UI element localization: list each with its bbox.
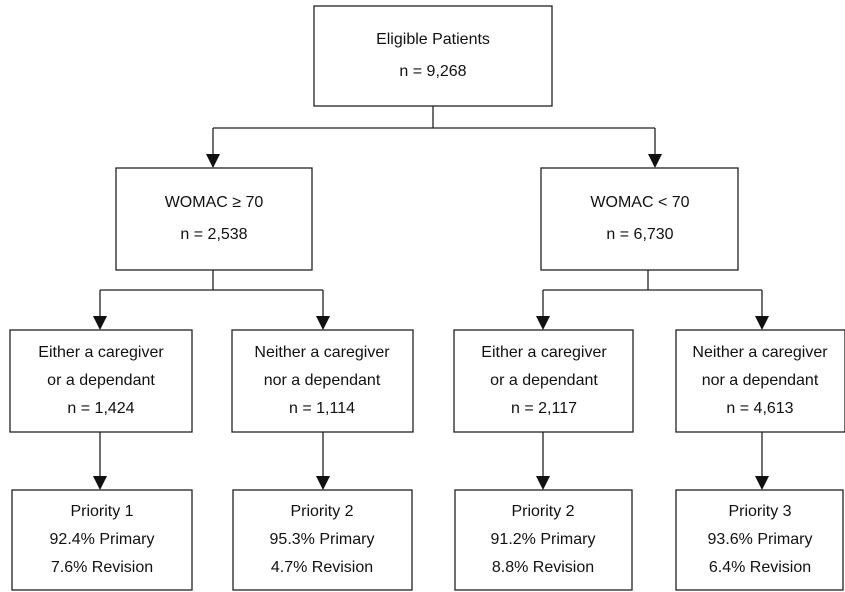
node-box — [540, 167, 739, 271]
arrowhead — [206, 154, 220, 168]
node-box — [675, 489, 844, 591]
node-label: Priority 1 — [70, 503, 133, 520]
node-box — [115, 167, 313, 271]
node-label: Neither a caregiver — [254, 344, 390, 361]
node-box — [453, 329, 634, 433]
arrowhead — [755, 316, 769, 330]
arrowhead — [755, 476, 769, 490]
arrowhead — [316, 476, 330, 490]
node-label: 6.4% Revision — [709, 559, 811, 576]
node-label: or a dependant — [490, 372, 598, 389]
connector — [212, 106, 656, 156]
node-label: 95.3% Primary — [270, 531, 375, 548]
connectors — [93, 106, 769, 490]
node-label: n = 1,114 — [289, 400, 355, 417]
node-label: Either a caregiver — [481, 344, 607, 361]
node-label: n = 1,424 — [67, 400, 134, 417]
node-label: n = 6,730 — [606, 226, 673, 243]
node-label: Priority 3 — [728, 503, 791, 520]
connector — [99, 270, 324, 318]
node-label: Either a caregiver — [38, 344, 164, 361]
node-box — [11, 489, 193, 591]
node-label: 91.2% Primary — [491, 531, 596, 548]
node-label: n = 9,268 — [399, 63, 466, 80]
node-label: Eligible Patients — [376, 31, 490, 48]
node-label: Priority 2 — [290, 503, 353, 520]
node-box — [232, 489, 413, 591]
node-label: 93.6% Primary — [708, 531, 813, 548]
node-box — [675, 329, 845, 433]
node-label: 7.6% Revision — [51, 559, 153, 576]
node-label: n = 4,613 — [726, 400, 793, 417]
arrowhead — [93, 316, 107, 330]
node-box — [231, 329, 414, 433]
node-label: nor a dependant — [264, 372, 381, 389]
node-label: Priority 2 — [511, 503, 574, 520]
node-label: or a dependant — [47, 372, 155, 389]
node-label: 8.8% Revision — [492, 559, 594, 576]
node-box — [9, 329, 193, 433]
arrowhead — [648, 154, 662, 168]
node-label: Neither a caregiver — [692, 344, 828, 361]
node-box — [454, 489, 633, 591]
arrowhead — [536, 316, 550, 330]
arrowhead — [316, 316, 330, 330]
nodes: Eligible Patients n = 9,268 WOMAC ≥ 70 n = … — [9, 5, 845, 591]
node-label: 92.4% Primary — [50, 531, 155, 548]
arrowhead — [536, 476, 550, 490]
node-label: WOMAC ≥ 70 — [165, 194, 264, 211]
node-label: n = 2,117 — [511, 400, 577, 417]
node-label: nor a dependant — [702, 372, 819, 389]
connector — [542, 270, 763, 318]
node-label: n = 2,538 — [180, 226, 247, 243]
node-box — [313, 5, 553, 107]
node-label: 4.7% Revision — [271, 559, 373, 576]
node-label: WOMAC < 70 — [590, 194, 689, 211]
connector — [99, 432, 763, 478]
arrowhead — [93, 476, 107, 490]
